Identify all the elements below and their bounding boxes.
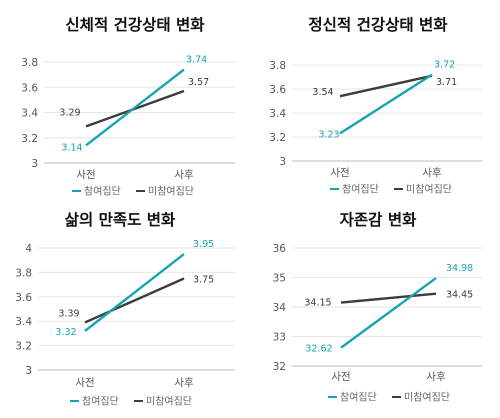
y-tick-label: 3.4 xyxy=(21,108,38,120)
y-tick-label: 3 xyxy=(25,365,32,377)
non-participant-series-line xyxy=(340,292,437,304)
data-label: 3.72 xyxy=(434,60,455,71)
y-tick-label: 3.6 xyxy=(21,82,38,94)
y-tick-label: 34 xyxy=(273,302,287,314)
y-tick-label: 32 xyxy=(273,361,286,373)
chart-panel-4: 자존감 변화 32 33 34 35 36 사전 사후 34.15 34.45 32.62 34.98… xyxy=(273,210,482,404)
x-tick-label: 사전 xyxy=(76,169,95,181)
legend-label-participant: 참여집단 xyxy=(82,396,119,408)
x-tick-label: 사후 xyxy=(174,377,194,389)
x-tick-label: 사전 xyxy=(331,371,350,383)
y-tick-label: 4 xyxy=(25,243,32,255)
data-label: 34.98 xyxy=(446,263,473,274)
participant-series-line xyxy=(340,277,437,349)
chart-title: 신체적 건강상태 변화 xyxy=(65,15,205,34)
legend-label-participant: 참여집단 xyxy=(342,184,379,196)
data-label: 3.57 xyxy=(188,77,209,88)
y-tick-label: 3.2 xyxy=(269,132,286,144)
y-tick-label: 3.6 xyxy=(269,84,286,96)
participant-series-line xyxy=(85,68,185,147)
y-tick-label: 3.6 xyxy=(15,292,32,304)
data-label: 3.23 xyxy=(318,129,339,140)
chart-panel-3: 삶의 만족도 변화 3 3.2 3.4 3.6 3.8 4 사전 사후 3.39 3.75 3.32 3… xyxy=(15,210,235,408)
y-tick-label: 3.8 xyxy=(269,60,286,72)
chart-panel-2: 정신적 건강상태 변화 3 3.2 3.4 3.6 3.8 사전 사후 3.54 3.71 3.23… xyxy=(269,15,482,196)
y-tick-label: 35 xyxy=(273,273,286,285)
x-tick-label: 사전 xyxy=(75,377,94,389)
non-participant-series-line xyxy=(84,277,185,324)
y-tick-label: 36 xyxy=(273,243,287,255)
data-label: 34.15 xyxy=(304,298,331,309)
y-tick-label: 33 xyxy=(273,332,286,344)
legend-label-participant: 참여집단 xyxy=(340,392,377,404)
y-tick-label: 3.2 xyxy=(15,341,32,353)
legend-label-participant: 참여집단 xyxy=(84,186,121,198)
y-tick-label: 3.4 xyxy=(269,108,286,120)
data-label: 3.54 xyxy=(312,87,333,98)
data-label: 3.14 xyxy=(61,142,82,153)
y-tick-label: 3 xyxy=(31,158,38,170)
data-label: 32.62 xyxy=(305,344,332,355)
data-label: 3.75 xyxy=(193,275,214,286)
legend-label-non-participant: 미참여집단 xyxy=(404,392,450,404)
y-tick-label: 3.2 xyxy=(21,133,38,145)
data-label: 3.74 xyxy=(186,55,207,66)
x-tick-label: 사전 xyxy=(330,167,349,179)
x-tick-label: 사후 xyxy=(422,167,442,179)
legend-label-non-participant: 미참여집단 xyxy=(148,186,194,198)
y-tick-label: 3.4 xyxy=(15,316,32,328)
participant-series-line xyxy=(339,73,433,135)
y-tick-label: 3.8 xyxy=(15,267,32,279)
legend-label-non-participant: 미참여집단 xyxy=(146,396,192,408)
data-label: 3.95 xyxy=(193,239,214,250)
chart-title: 자존감 변화 xyxy=(340,210,417,229)
x-tick-label: 사후 xyxy=(174,169,194,181)
legend-label-non-participant: 미참여집단 xyxy=(406,184,452,196)
y-tick-label: 3 xyxy=(279,156,286,168)
data-label: 3.71 xyxy=(436,77,457,88)
y-tick-label: 3.8 xyxy=(21,57,38,69)
data-label: 34.45 xyxy=(446,290,473,301)
chart-title: 삶의 만족도 변화 xyxy=(65,210,176,229)
x-tick-label: 사후 xyxy=(426,371,446,383)
chart-title: 정신적 건강상태 변화 xyxy=(308,15,448,34)
data-label: 3.39 xyxy=(58,308,79,319)
data-label: 3.32 xyxy=(55,327,76,338)
data-label: 3.29 xyxy=(59,107,80,118)
participant-series-line xyxy=(84,253,185,332)
non-participant-series-line xyxy=(339,74,433,98)
chart-panel-1: 신체적 건강상태 변화 3 3.2 3.4 3.6 3.8 사전 사후 3.29 3.57 3.14… xyxy=(21,15,235,198)
